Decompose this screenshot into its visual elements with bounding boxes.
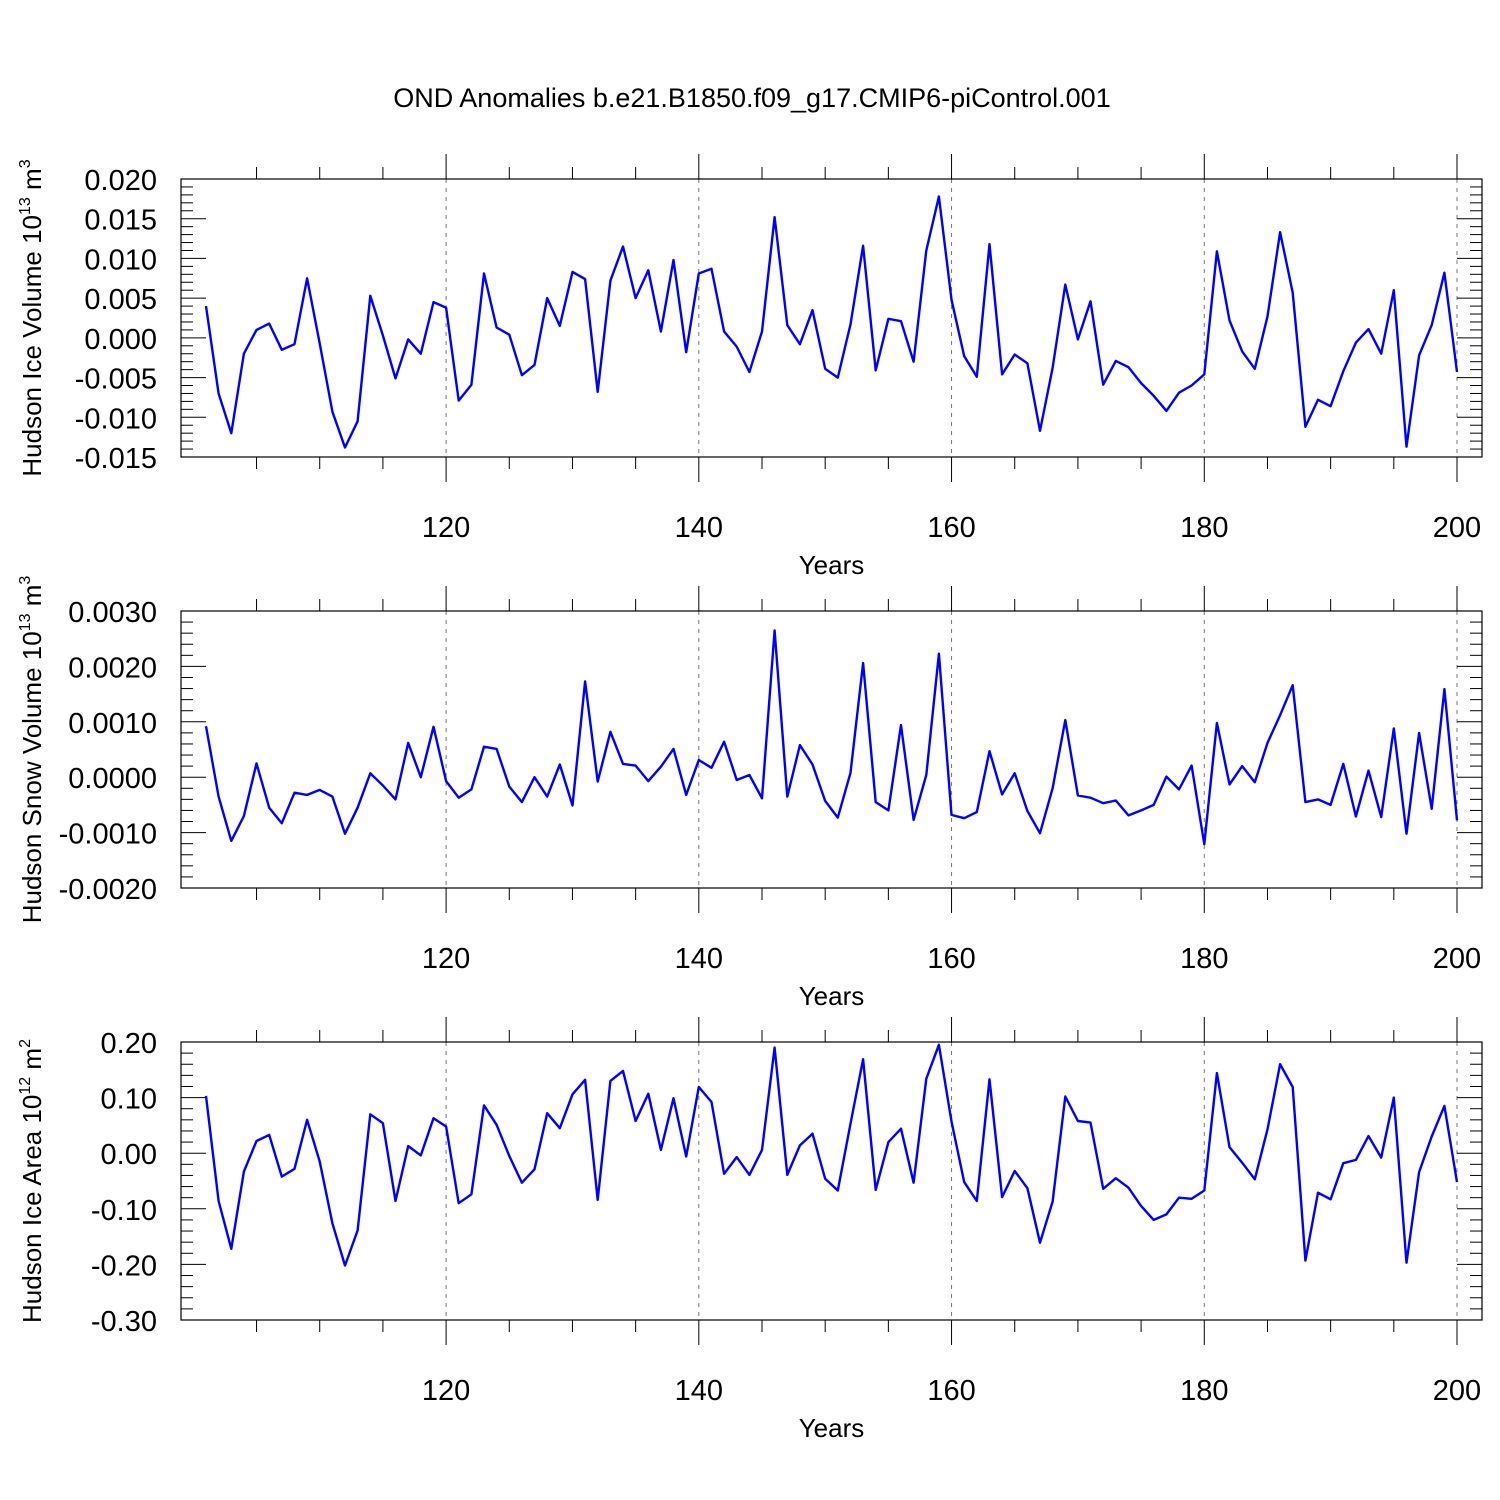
y-tick-label: -0.010 — [75, 403, 157, 435]
y-tick-label: -0.005 — [75, 364, 157, 396]
x-axis-title: Years — [799, 981, 865, 1011]
y-tick-label: 0.00 — [101, 1139, 157, 1171]
y-tick-label: -0.0010 — [59, 819, 157, 851]
x-tick-label: 160 — [927, 943, 975, 975]
plot-frame — [180, 178, 1483, 458]
y-tick-label: -0.10 — [91, 1195, 157, 1227]
x-axis-title: Years — [799, 1413, 865, 1443]
series-line — [204, 195, 1459, 449]
x-axis-title: Years — [799, 550, 865, 580]
y-tick-label: 0.020 — [84, 165, 157, 197]
figure-title: OND Anomalies b.e21.B1850.f09_g17.CMIP6-… — [393, 83, 1110, 113]
y-axis-title: Hudson Ice Area 1012 m2 — [17, 1039, 47, 1323]
panel-2: 120 140 160 180 200 Years -0.0020 -0.0010 0.0000… — [17, 576, 1483, 1011]
y-tick-label: 0.015 — [84, 205, 157, 237]
y-tick-label: 0.0030 — [68, 597, 157, 629]
x-tick-label: 200 — [1433, 1375, 1481, 1407]
x-tick-label: 200 — [1433, 512, 1481, 544]
x-tick-label: 120 — [422, 943, 470, 975]
x-tick-label: 180 — [1180, 1375, 1228, 1407]
y-axis-title: Hudson Ice Volume 1013 m3 — [17, 159, 47, 476]
y-tick-label: 0.000 — [84, 324, 157, 356]
y-tick-label: 0.0020 — [68, 652, 157, 684]
y-tick-label: 0.010 — [84, 244, 157, 276]
x-tick-label: 200 — [1433, 943, 1481, 975]
y-tick-label: 0.10 — [101, 1084, 157, 1116]
y-tick-label: -0.015 — [75, 443, 157, 475]
panel-1: 120 140 160 180 200 Years -0.015 -0.010 -0.005 0.… — [17, 154, 1483, 580]
y-tick-label: -0.30 — [91, 1306, 157, 1338]
x-tick-label: 120 — [422, 512, 470, 544]
y-tick-label: 0.0010 — [68, 708, 157, 740]
x-tick-label: 160 — [927, 1375, 975, 1407]
x-tick-label: 140 — [675, 1375, 723, 1407]
plot-frame — [180, 610, 1483, 889]
plot-frame — [180, 1041, 1483, 1321]
y-tick-label: 0.20 — [101, 1028, 157, 1060]
y-tick-label: 0.005 — [84, 284, 157, 316]
x-tick-label: 180 — [1180, 512, 1228, 544]
x-tick-label: 180 — [1180, 943, 1228, 975]
y-tick-label: -0.0020 — [59, 874, 157, 906]
y-axis-title: Hudson Snow Volume 1013 m3 — [17, 576, 47, 924]
series-line — [204, 629, 1459, 846]
y-tick-label: -0.20 — [91, 1250, 157, 1282]
y-tick-label: 0.0000 — [68, 763, 157, 795]
panel-3: 120 140 160 180 200 Years -0.30 -0.20 -0.10 0.00 0… — [17, 1017, 1483, 1443]
series-line — [204, 1043, 1459, 1267]
x-tick-label: 120 — [422, 1375, 470, 1407]
x-tick-label: 140 — [675, 512, 723, 544]
x-tick-label: 160 — [927, 512, 975, 544]
x-tick-label: 140 — [675, 943, 723, 975]
